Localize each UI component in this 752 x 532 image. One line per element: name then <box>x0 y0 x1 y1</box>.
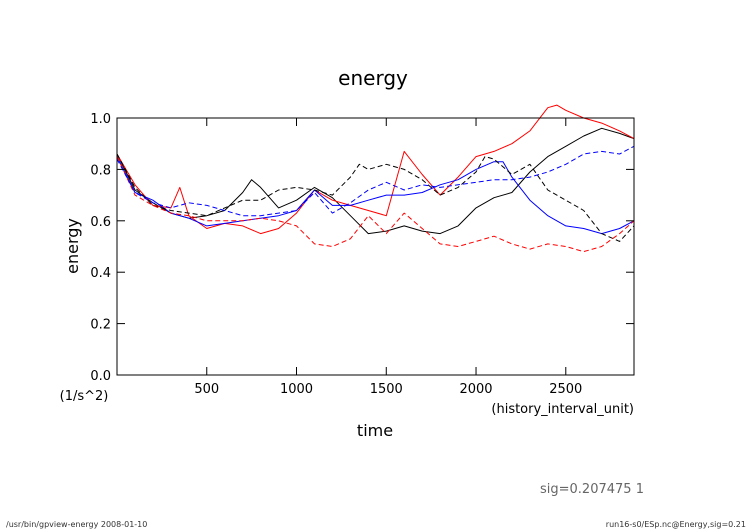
x-tick-label: 1000 <box>280 382 313 397</box>
y-axis-label: energy <box>63 218 82 274</box>
x-axis-units: (history_interval_unit) <box>491 402 634 417</box>
x-tick-label: 500 <box>194 382 219 397</box>
y-tick-label: 0.2 <box>90 318 111 333</box>
y-tick-label: 0.6 <box>90 215 111 230</box>
x-tick-label: 1500 <box>370 382 403 397</box>
x-axis-label: time <box>357 421 393 440</box>
x-tick-label: 2500 <box>549 382 582 397</box>
series-3-blue-solid <box>117 156 634 235</box>
x-tick-label: 2000 <box>459 382 492 397</box>
plot-frame <box>116 117 635 376</box>
series-6-blue-dashed <box>117 145 634 217</box>
series-5-red-dashed <box>117 156 634 253</box>
sig-label: sig=0.207475 1 <box>540 482 644 497</box>
footer-left-note: /usr/bin/gpview-energy 2008-01-10 <box>6 520 147 529</box>
plot-area <box>116 104 635 376</box>
y-tick-label: 0.0 <box>90 369 111 384</box>
series-1-black-solid <box>117 127 634 235</box>
y-tick-label: 1.0 <box>90 112 111 127</box>
footer-right-note: run16-s0/ESp.nc@Energy,sig=0.21 <box>606 520 746 529</box>
y-tick-label: 0.8 <box>90 163 111 178</box>
series-4-black-dashed <box>117 153 634 242</box>
series-layer <box>117 104 634 253</box>
x-axis-ticks: 500 1000 1500 2000 2500 <box>194 118 582 397</box>
y-axis-units: (1/s^2) <box>60 389 109 404</box>
series-2-red-solid <box>117 104 634 235</box>
y-axis-ticks: 0.0 0.2 0.4 0.6 0.8 1.0 <box>90 112 634 384</box>
chart-title: energy <box>338 66 408 90</box>
y-tick-label: 0.4 <box>90 266 111 281</box>
